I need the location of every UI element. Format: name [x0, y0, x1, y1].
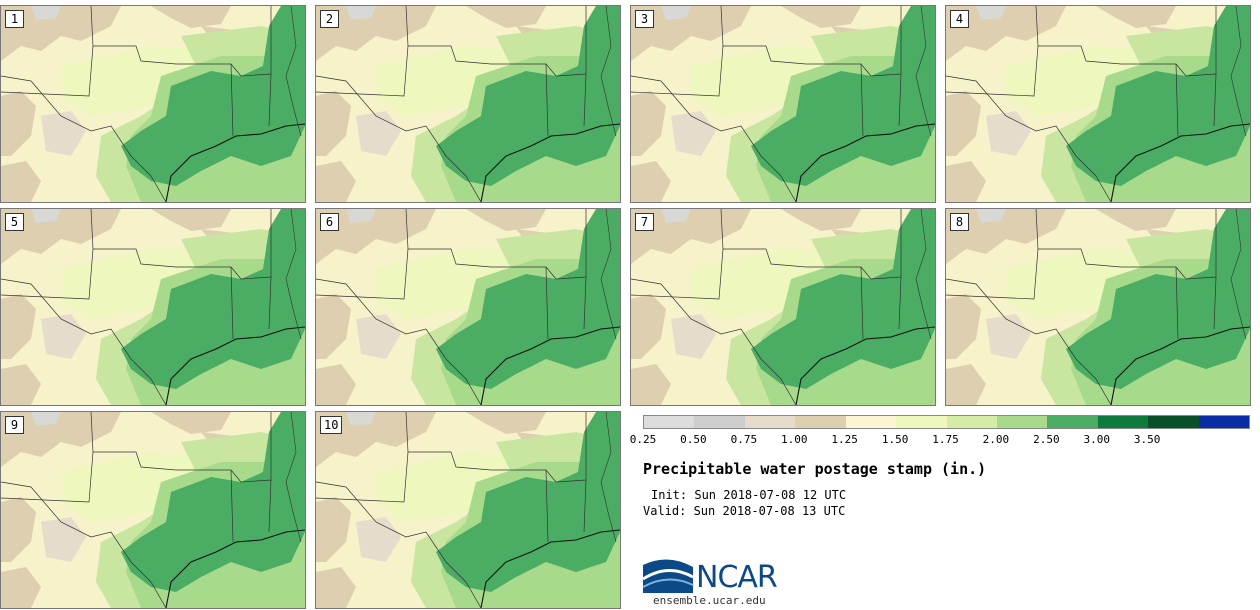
member-label: 8: [950, 213, 969, 231]
ncar-logo-icon: [643, 559, 694, 593]
color-swatch: [1047, 416, 1098, 428]
color-swatch: [795, 416, 846, 428]
member-label: 10: [320, 416, 343, 434]
member-label: 2: [320, 10, 339, 28]
scale-tick-label: 0.50: [680, 433, 707, 446]
ensemble-member-panel-7: 7: [630, 208, 936, 406]
precip-water-map: [1, 412, 305, 608]
member-label: 5: [5, 213, 24, 231]
precip-water-map: [316, 209, 620, 405]
init-time: Init: Sun 2018-07-08 12 UTC: [651, 488, 847, 502]
precip-water-map: [1, 209, 305, 405]
color-swatch: [845, 416, 897, 428]
color-swatch: [744, 416, 796, 428]
precip-water-map: [946, 209, 1250, 405]
precip-water-map: [946, 6, 1250, 202]
scale-tick-label: 3.00: [1083, 433, 1111, 446]
plot-title: Precipitable water postage stamp (in.): [643, 460, 987, 478]
member-label: 3: [635, 10, 654, 28]
precip-water-map: [1, 6, 305, 202]
member-label: 7: [635, 213, 654, 231]
site-url[interactable]: ensemble.ucar.edu: [653, 594, 766, 607]
ensemble-member-panel-2: 2: [315, 5, 621, 203]
ensemble-member-panel-3: 3: [630, 5, 936, 203]
ensemble-member-panel-8: 8: [945, 208, 1251, 406]
color-scale-bar: [643, 415, 1250, 429]
ensemble-member-panel-9: 9: [0, 411, 306, 609]
precip-water-map: [631, 6, 935, 202]
scale-tick-label: 1.50: [881, 433, 909, 446]
ensemble-member-panel-4: 4: [945, 5, 1251, 203]
valid-time: Valid: Sun 2018-07-08 13 UTC: [643, 504, 846, 518]
ensemble-member-panel-10: 10: [315, 411, 621, 609]
color-swatch: [1198, 416, 1250, 428]
scale-tick-label: 1.75: [932, 433, 959, 446]
ensemble-member-panel-1: 1: [0, 5, 306, 203]
color-swatch: [896, 416, 947, 428]
member-label: 1: [5, 10, 24, 28]
scale-tick-label: 2.00: [982, 433, 1010, 446]
color-swatch: [1097, 416, 1149, 428]
scale-tick-label: 3.50: [1133, 433, 1161, 446]
member-label: 6: [320, 213, 339, 231]
ensemble-member-panel-6: 6: [315, 208, 621, 406]
color-scale-ticks: 0.25 0.50 0.75 1.00 1.25 1.50 1.75 2.00 2.50 3.00…: [630, 433, 1250, 447]
color-swatch: [946, 416, 997, 428]
color-swatch: [694, 416, 745, 428]
scale-tick-label: 1.00: [781, 433, 808, 446]
color-swatch: [996, 416, 1048, 428]
scale-tick-label: 2.50: [1033, 433, 1060, 446]
scale-tick-label: 0.25: [629, 433, 657, 446]
member-label: 9: [5, 416, 24, 434]
precip-water-map: [316, 412, 620, 608]
member-label: 4: [950, 10, 969, 28]
scale-tick-label: 0.75: [730, 433, 758, 446]
scale-tick-label: 1.25: [831, 433, 858, 446]
ncar-logo-text: NCAR: [696, 560, 778, 595]
color-swatch: [1148, 416, 1199, 428]
ensemble-member-panel-5: 5: [0, 208, 306, 406]
color-swatch: [644, 416, 695, 428]
precip-water-map: [631, 209, 935, 405]
precip-water-map: [316, 6, 620, 202]
